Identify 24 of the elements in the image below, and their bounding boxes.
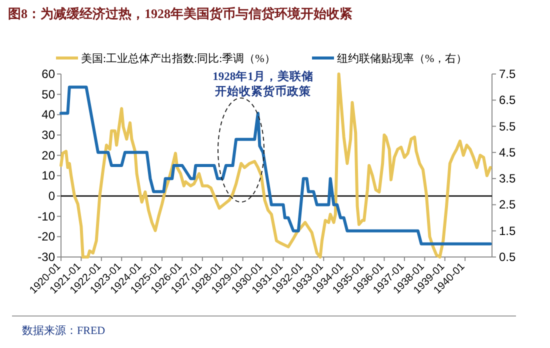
source-note: 数据来源：FRED bbox=[22, 324, 106, 337]
y-tick-label: 20 bbox=[42, 148, 56, 162]
y-tick-label: 30 bbox=[42, 128, 56, 142]
legend-label: 纽约联储贴现率（%，右） bbox=[337, 52, 468, 65]
y-tick-label: 10 bbox=[42, 168, 56, 183]
y2-tick-label: 5.5 bbox=[499, 119, 516, 134]
y2-tick-label: 7.5 bbox=[499, 67, 516, 81]
annotation: 1928年1月，美联储 bbox=[212, 69, 314, 83]
y-tick-label: 40 bbox=[42, 108, 56, 122]
y-tick-label: 0 bbox=[48, 189, 56, 203]
y-tick-label: 50 bbox=[42, 87, 56, 102]
chart-title: 图8：为减缓经济过热，1928年美国货币与信贷环境开始收紧 bbox=[8, 6, 352, 21]
y-tick-label: -10 bbox=[38, 209, 56, 224]
y2-tick-label: 2.5 bbox=[499, 198, 516, 212]
y2-tick-label: 4.5 bbox=[499, 145, 516, 160]
y2-tick-label: 3.5 bbox=[499, 172, 516, 186]
legend-label: 美国:工业总体产出指数:同比:季调（%） bbox=[81, 52, 276, 65]
y-tick-label: -20 bbox=[38, 230, 56, 244]
y2-tick-label: 0.5 bbox=[499, 250, 516, 264]
y2-tick-label: 1.5 bbox=[499, 224, 516, 238]
y-tick-label: -30 bbox=[38, 250, 56, 264]
y2-tick-label: 6.5 bbox=[499, 93, 516, 108]
annotation: 开始收紧货币政策 bbox=[214, 84, 311, 98]
y-tick-label: 60 bbox=[42, 67, 56, 81]
